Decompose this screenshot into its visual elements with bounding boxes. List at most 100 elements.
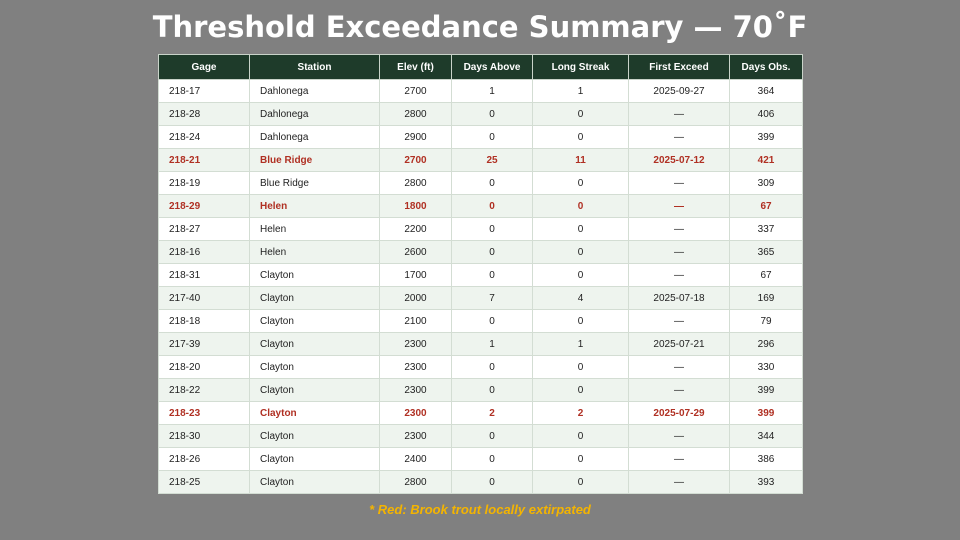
- cell-days-obs: 337: [729, 217, 803, 241]
- cell-days-above: 1: [451, 79, 533, 103]
- cell-gage: 217-39: [158, 332, 250, 356]
- cell-long-streak: 11: [532, 148, 629, 172]
- cell-station: Clayton: [249, 309, 380, 333]
- cell-long-streak: 0: [532, 240, 629, 264]
- cell-days-obs: 67: [729, 194, 803, 218]
- cell-long-streak: 2: [532, 401, 629, 425]
- cell-long-streak: 0: [532, 194, 629, 218]
- table-row: 218-30 Clayton 2300 0 0—344: [158, 424, 803, 448]
- cell-first-exceed: —: [628, 217, 730, 241]
- table-row: 218-21 Blue Ridge 2700 25 11 2025-07-12 421: [158, 148, 803, 172]
- cell-station: Clayton: [249, 470, 380, 494]
- table-row: 218-26 Clayton 2400 0 0—386: [158, 447, 803, 471]
- cell-first-exceed: —: [628, 424, 730, 448]
- cell-days-above: 0: [451, 102, 533, 126]
- cell-days-obs: 399: [729, 378, 803, 402]
- exceedance-table: Gage Station Elev (ft) Days Above Long S…: [158, 54, 803, 494]
- cell-elev: 2900: [379, 125, 452, 149]
- table-row: 218-23 Clayton 2300 2 2 2025-07-29 399: [158, 401, 803, 425]
- cell-days-obs: 421: [729, 148, 803, 172]
- cell-gage: 218-30: [158, 424, 250, 448]
- cell-station: Clayton: [249, 263, 380, 287]
- cell-long-streak: 0: [532, 263, 629, 287]
- cell-gage: 218-25: [158, 470, 250, 494]
- cell-station: Clayton: [249, 286, 380, 310]
- cell-elev: 2800: [379, 102, 452, 126]
- cell-long-streak: 0: [532, 217, 629, 241]
- cell-days-above: 0: [451, 424, 533, 448]
- cell-first-exceed: 2025-07-12: [628, 148, 730, 172]
- table-row: 218-27 Helen 2200 0 0—337: [158, 217, 803, 241]
- cell-days-obs: 309: [729, 171, 803, 195]
- table-row: 218-19 Blue Ridge 2800 0 0—309: [158, 171, 803, 195]
- cell-gage: 218-18: [158, 309, 250, 333]
- cell-first-exceed: 2025-07-18: [628, 286, 730, 310]
- cell-station: Dahlonega: [249, 125, 380, 149]
- cell-first-exceed: —: [628, 470, 730, 494]
- table-row: 218-20 Clayton 2300 0 0—330: [158, 355, 803, 379]
- table-row: 218-16 Helen 2600 0 0—365: [158, 240, 803, 264]
- table-row: 218-25 Clayton 2800 0 0—393: [158, 470, 803, 494]
- cell-gage: 218-31: [158, 263, 250, 287]
- cell-days-above: 0: [451, 217, 533, 241]
- table-row: 218-18 Clayton 2100 0 0—79: [158, 309, 803, 333]
- cell-long-streak: 0: [532, 102, 629, 126]
- cell-gage: 218-20: [158, 355, 250, 379]
- cell-days-above: 7: [451, 286, 533, 310]
- cell-long-streak: 0: [532, 470, 629, 494]
- table-header-row: Gage Station Elev (ft) Days Above Long S…: [158, 54, 803, 80]
- cell-long-streak: 0: [532, 424, 629, 448]
- cell-long-streak: 0: [532, 378, 629, 402]
- table-row: 218-24 Dahlonega 2900 0 0—399: [158, 125, 803, 149]
- cell-long-streak: 0: [532, 309, 629, 333]
- cell-elev: 1800: [379, 194, 452, 218]
- cell-station: Helen: [249, 240, 380, 264]
- cell-gage: 218-16: [158, 240, 250, 264]
- table-row: 218-29 Helen 1800 0 0—67: [158, 194, 803, 218]
- column-header-elev: Elev (ft): [379, 54, 452, 80]
- cell-station: Clayton: [249, 401, 380, 425]
- cell-long-streak: 0: [532, 447, 629, 471]
- cell-days-above: 0: [451, 263, 533, 287]
- cell-days-obs: 344: [729, 424, 803, 448]
- cell-station: Blue Ridge: [249, 171, 380, 195]
- cell-first-exceed: 2025-07-21: [628, 332, 730, 356]
- cell-station: Clayton: [249, 447, 380, 471]
- table-row: 217-39 Clayton 2300 1 1 2025-07-21 296: [158, 332, 803, 356]
- cell-gage: 218-22: [158, 378, 250, 402]
- cell-days-obs: 79: [729, 309, 803, 333]
- cell-long-streak: 0: [532, 125, 629, 149]
- cell-station: Blue Ridge: [249, 148, 380, 172]
- cell-long-streak: 4: [532, 286, 629, 310]
- cell-elev: 2300: [379, 401, 452, 425]
- cell-station: Clayton: [249, 378, 380, 402]
- cell-gage: 218-19: [158, 171, 250, 195]
- cell-days-obs: 364: [729, 79, 803, 103]
- cell-station: Clayton: [249, 355, 380, 379]
- cell-days-obs: 386: [729, 447, 803, 471]
- cell-first-exceed: 2025-09-27: [628, 79, 730, 103]
- cell-days-above: 2: [451, 401, 533, 425]
- cell-gage: 218-23: [158, 401, 250, 425]
- table-body: 218-17 Dahlonega 2700 1 1 2025-09-27 364 218-28…: [158, 79, 803, 494]
- cell-first-exceed: 2025-07-29: [628, 401, 730, 425]
- column-header-days-obs: Days Obs.: [729, 54, 803, 80]
- cell-first-exceed: —: [628, 102, 730, 126]
- cell-days-obs: 67: [729, 263, 803, 287]
- column-header-gage: Gage: [158, 54, 250, 80]
- cell-elev: 2000: [379, 286, 452, 310]
- column-header-first-exceed: First Exceed: [628, 54, 730, 80]
- cell-first-exceed: —: [628, 378, 730, 402]
- cell-elev: 1700: [379, 263, 452, 287]
- cell-days-above: 0: [451, 355, 533, 379]
- cell-first-exceed: —: [628, 194, 730, 218]
- cell-elev: 2700: [379, 148, 452, 172]
- cell-elev: 2300: [379, 424, 452, 448]
- cell-station: Helen: [249, 217, 380, 241]
- cell-station: Dahlonega: [249, 102, 380, 126]
- cell-days-above: 1: [451, 332, 533, 356]
- cell-elev: 2300: [379, 378, 452, 402]
- cell-first-exceed: —: [628, 355, 730, 379]
- cell-first-exceed: —: [628, 263, 730, 287]
- cell-days-obs: 406: [729, 102, 803, 126]
